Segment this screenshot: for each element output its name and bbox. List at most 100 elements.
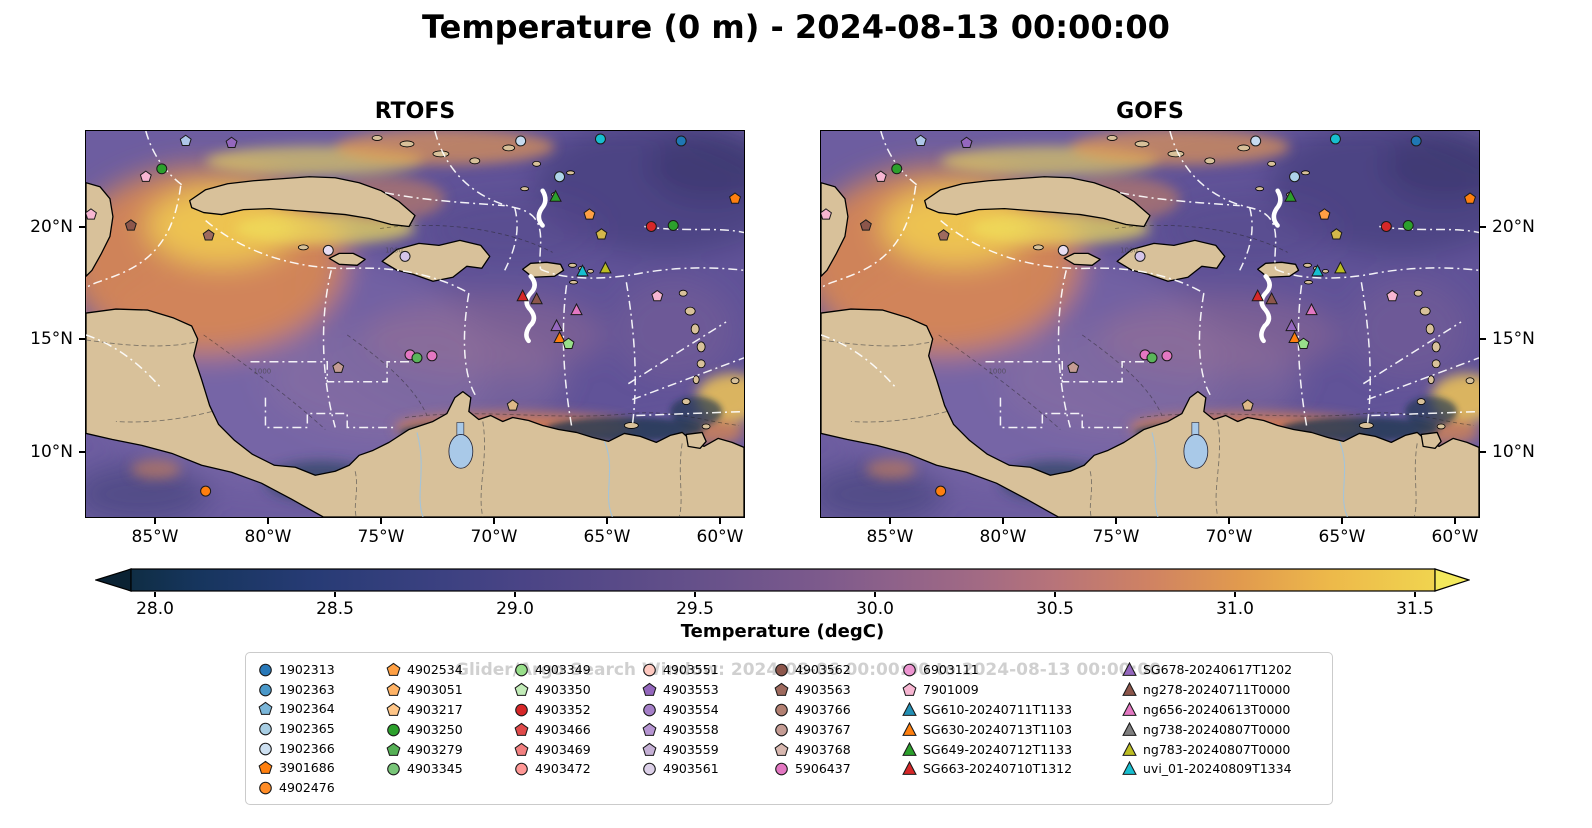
x-tick-label: 60°W [1431, 527, 1479, 547]
legend-item: 4903554 [642, 700, 764, 720]
circle-marker-icon [387, 763, 400, 776]
circle-marker-icon [515, 763, 528, 776]
circle-marker-icon [515, 664, 528, 677]
y-tick-label: 10°N [30, 442, 73, 462]
colorbar-tick [1054, 592, 1056, 597]
legend-column: 4902534 4903051 4903217 4903250 4903279 49033… [386, 660, 504, 797]
pentagon-marker-icon [514, 742, 529, 756]
legend-label: 4903562 [795, 662, 851, 678]
x-tick [606, 518, 608, 524]
x-tick [1115, 518, 1117, 524]
legend-item: 4903472 [514, 759, 632, 779]
pentagon-marker-icon [774, 742, 789, 756]
colorbar-tick [334, 592, 336, 597]
legend-label: 4903469 [535, 741, 591, 757]
legend-item: 5906437 [774, 759, 892, 779]
pentagon-marker-icon [642, 742, 657, 756]
x-tick [1341, 518, 1343, 524]
circle-marker-icon [259, 663, 272, 677]
legend-label: SG630-20240713T1103 [923, 721, 1073, 737]
svg-text:1000: 1000 [988, 368, 1006, 376]
legend-item: uvi_01-20240809T1334 [1122, 759, 1318, 779]
y-tick [79, 226, 85, 228]
pentagon-marker-icon [258, 702, 273, 716]
legend-label: ng738-20240807T0000 [1143, 721, 1291, 737]
circle-marker-icon [259, 683, 272, 697]
legend-item: 4903563 [774, 680, 892, 700]
legend-item: 1902313 [258, 660, 376, 680]
figure-title: Temperature (0 m) - 2024-08-13 00:00:00 [422, 8, 1170, 46]
circle-marker-icon [775, 664, 788, 677]
circle-marker-icon [259, 742, 272, 755]
rtofs-map: 1000 1000 [85, 130, 745, 518]
legend-label: 5906437 [795, 761, 851, 777]
colorbar-tick [1234, 592, 1236, 597]
legend-label: 4903551 [663, 662, 719, 678]
legend-item: 1902365 [258, 719, 376, 739]
legend-item: 4903767 [774, 719, 892, 739]
triangle-marker-icon [1122, 701, 1137, 716]
legend-label: SG649-20240712T1133 [923, 741, 1073, 757]
legend-label: ng783-20240807T0000 [1143, 741, 1291, 757]
legend-item: 6903111 [902, 660, 1112, 680]
x-tick [1002, 518, 1004, 524]
triangle-marker-icon [902, 761, 917, 776]
legend-item: ng656-20240613T0000 [1122, 700, 1318, 720]
colorbar-tick-label: 29.0 [496, 599, 534, 619]
colorbar-tick [694, 592, 696, 597]
legend-item: 3901686 [258, 758, 376, 778]
legend-column: 4903562 4903563 4903766 4903767 4903768 59064… [774, 660, 892, 797]
legend-item: 4903279 [386, 739, 504, 759]
legend-label: 4903472 [535, 761, 591, 777]
colorbar [95, 568, 1470, 592]
pentagon-marker-icon [902, 682, 917, 697]
legend-item: SG678-20240617T1202 [1122, 660, 1318, 680]
legend-label: 4903561 [663, 761, 719, 777]
circle-marker-icon [775, 703, 788, 717]
circle-marker-icon [259, 722, 272, 736]
pentagon-marker-icon [386, 702, 401, 716]
x-tick-label: 65°W [583, 527, 631, 547]
legend-item: 4903051 [386, 680, 504, 700]
triangle-marker-icon [1122, 761, 1137, 776]
circle-marker-icon [775, 723, 788, 737]
triangle-marker-icon [902, 721, 917, 736]
colorbar-tick-label: 30.5 [1036, 599, 1074, 619]
rtofs-map-canvas: 1000 1000 [86, 131, 744, 517]
colorbar-tick-label: 28.0 [136, 599, 174, 619]
x-tick [154, 518, 156, 524]
legend-label: 4903766 [795, 701, 851, 717]
x-tick-label: 60°W [696, 527, 744, 547]
legend-label: 4903051 [407, 682, 463, 698]
legend-item: 4903350 [514, 680, 632, 700]
legend-label: 4903559 [663, 741, 719, 757]
legend-item: 4903766 [774, 700, 892, 720]
legend-item: ng783-20240807T0000 [1122, 739, 1318, 759]
circle-marker-icon [387, 723, 400, 737]
legend-item: 4902534 [386, 660, 504, 680]
legend-label: 1902313 [279, 662, 335, 678]
y-tick-label: 20°N [30, 217, 73, 237]
pentagon-marker-icon [514, 682, 529, 697]
legend-label: 4903768 [795, 741, 851, 757]
circle-marker-icon [775, 763, 788, 776]
triangle-marker-icon [1122, 721, 1137, 736]
pentagon-marker-icon [514, 722, 529, 736]
legend-item: 4903551 [642, 660, 764, 680]
triangle-marker-icon [1122, 662, 1137, 677]
legend-label: 4903466 [535, 721, 591, 737]
legend-label: SG663-20240710T1312 [923, 761, 1073, 777]
triangle-marker-icon [1122, 682, 1137, 697]
x-tick-label: 75°W [1092, 527, 1140, 547]
y-tick [1480, 338, 1486, 340]
legend-label: 7901009 [923, 682, 979, 698]
legend-item: SG630-20240713T1103 [902, 719, 1112, 739]
pentagon-marker-icon [386, 682, 401, 697]
legend-item: 4903352 [514, 700, 632, 720]
panel-title-rtofs: RTOFS [374, 99, 456, 124]
legend-item: 4903562 [774, 660, 892, 680]
legend-label: 4903345 [407, 761, 463, 777]
colorbar-tick [1414, 592, 1416, 597]
legend-item: 4903349 [514, 660, 632, 680]
y-tick-label: 15°N [30, 329, 73, 349]
